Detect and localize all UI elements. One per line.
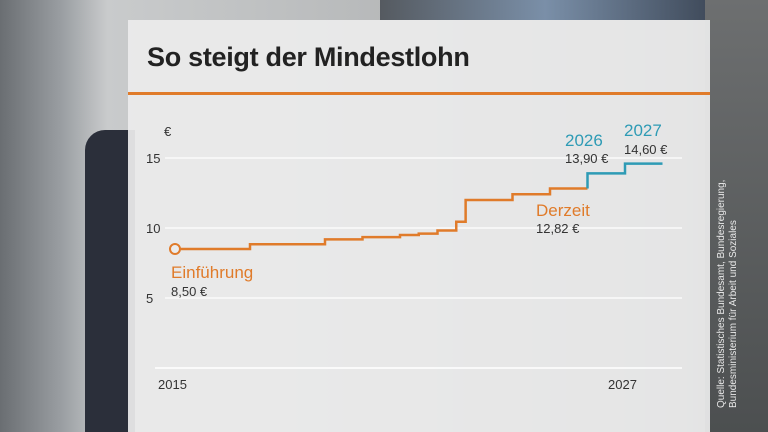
start-marker (169, 243, 181, 255)
annotation-label: 2026 (565, 131, 603, 150)
x-tick-label: 2027 (608, 377, 637, 392)
annotation-value: 12,82 € (536, 221, 580, 236)
y-tick-label: 5 (146, 291, 153, 306)
background-photo-top (380, 0, 710, 20)
y-tick-label: 10 (146, 221, 160, 236)
chart-title: So steigt der Mindestlohn (147, 42, 470, 72)
source-note: Quelle: Statistisches Bundesamt, Bundesr… (716, 180, 740, 408)
annotation-label: Derzeit (536, 201, 590, 220)
source-line-1: Quelle: Statistisches Bundesamt, Bundesr… (716, 179, 727, 408)
chart-panel (128, 20, 710, 432)
x-tick-label: 2015 (158, 377, 187, 392)
background-person (85, 130, 135, 432)
series-line-planned (586, 162, 663, 189)
title-rule (128, 92, 710, 95)
annotation-value: 8,50 € (171, 284, 208, 299)
series-line-past (175, 187, 588, 251)
annotation-value: 14,60 € (624, 142, 668, 157)
y-tick-label: 15 (146, 151, 160, 166)
annotation-value: 13,90 € (565, 151, 609, 166)
y-axis-unit: € (164, 124, 172, 139)
source-line-2: Bundesministerium für Arbeit und Soziale… (728, 220, 739, 408)
background-machine (705, 0, 768, 432)
annotation-label: Einführung (171, 263, 253, 282)
annotation-label: 2027 (624, 121, 662, 140)
